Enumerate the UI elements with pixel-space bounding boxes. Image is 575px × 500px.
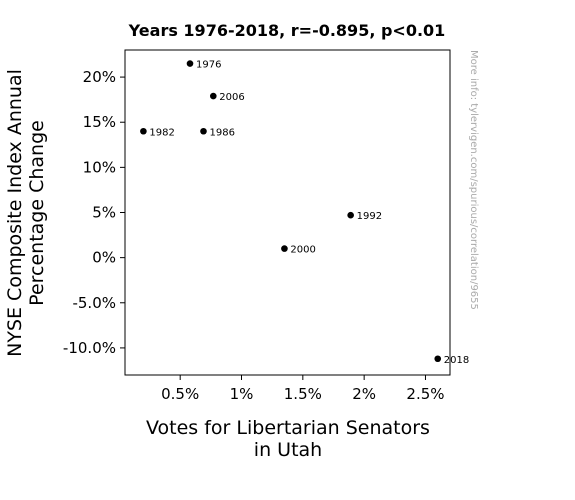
x-tick-label: 0.5% — [161, 385, 199, 403]
source-note: More info: tylervigen.com/spurious/corre… — [468, 50, 479, 310]
y-tick-label: 15% — [83, 113, 116, 131]
y-axis-label-line-2: Percentage Change — [26, 120, 48, 306]
x-axis-label-line-2: in Utah — [254, 439, 322, 461]
plot-frame — [124, 49, 451, 376]
x-tick-label: 2.5% — [406, 385, 444, 403]
data-point-label: 2006 — [219, 92, 244, 103]
x-tick-label: 1% — [230, 385, 254, 403]
data-points: 1976 2006 1982 1986 1992 2000 2018 — [140, 60, 469, 366]
plot-area — [124, 49, 451, 376]
data-point — [347, 211, 354, 219]
y-tick-label: -5.0% — [72, 294, 116, 312]
data-point-label: 2000 — [290, 245, 315, 256]
x-tick-label: 2% — [352, 385, 376, 403]
y-axis-label-line-1: NYSE Composite Index Annual — [4, 69, 26, 357]
y-tick-label: 20% — [83, 68, 116, 86]
data-point — [186, 60, 194, 67]
x-axis: 0.5% 1% 1.5% 2% 2.5% — [161, 375, 445, 403]
data-point-label: 1992 — [357, 211, 382, 222]
x-axis-label-line-1: Votes for Libertarian Senators — [146, 417, 430, 439]
data-point-label: 1982 — [149, 127, 174, 138]
data-point — [140, 127, 147, 135]
x-tick-label: 1.5% — [284, 385, 322, 403]
chart-title: Years 1976-2018, r=-0.895, p<0.01 — [128, 21, 446, 40]
data-point — [210, 92, 217, 100]
data-point-label: 1976 — [196, 60, 221, 71]
data-point — [434, 355, 442, 363]
y-axis: 20% 15% 10% 5% 0% -5.0% -10.0% — [63, 68, 125, 357]
data-point — [200, 127, 207, 135]
data-point-label: 1986 — [209, 127, 234, 138]
y-tick-label: 0% — [92, 249, 116, 267]
data-point-label: 2018 — [444, 355, 469, 366]
data-point — [281, 245, 288, 252]
y-tick-label: 5% — [92, 204, 116, 222]
y-tick-label: 10% — [83, 158, 116, 176]
y-tick-label: -10.0% — [63, 339, 116, 357]
